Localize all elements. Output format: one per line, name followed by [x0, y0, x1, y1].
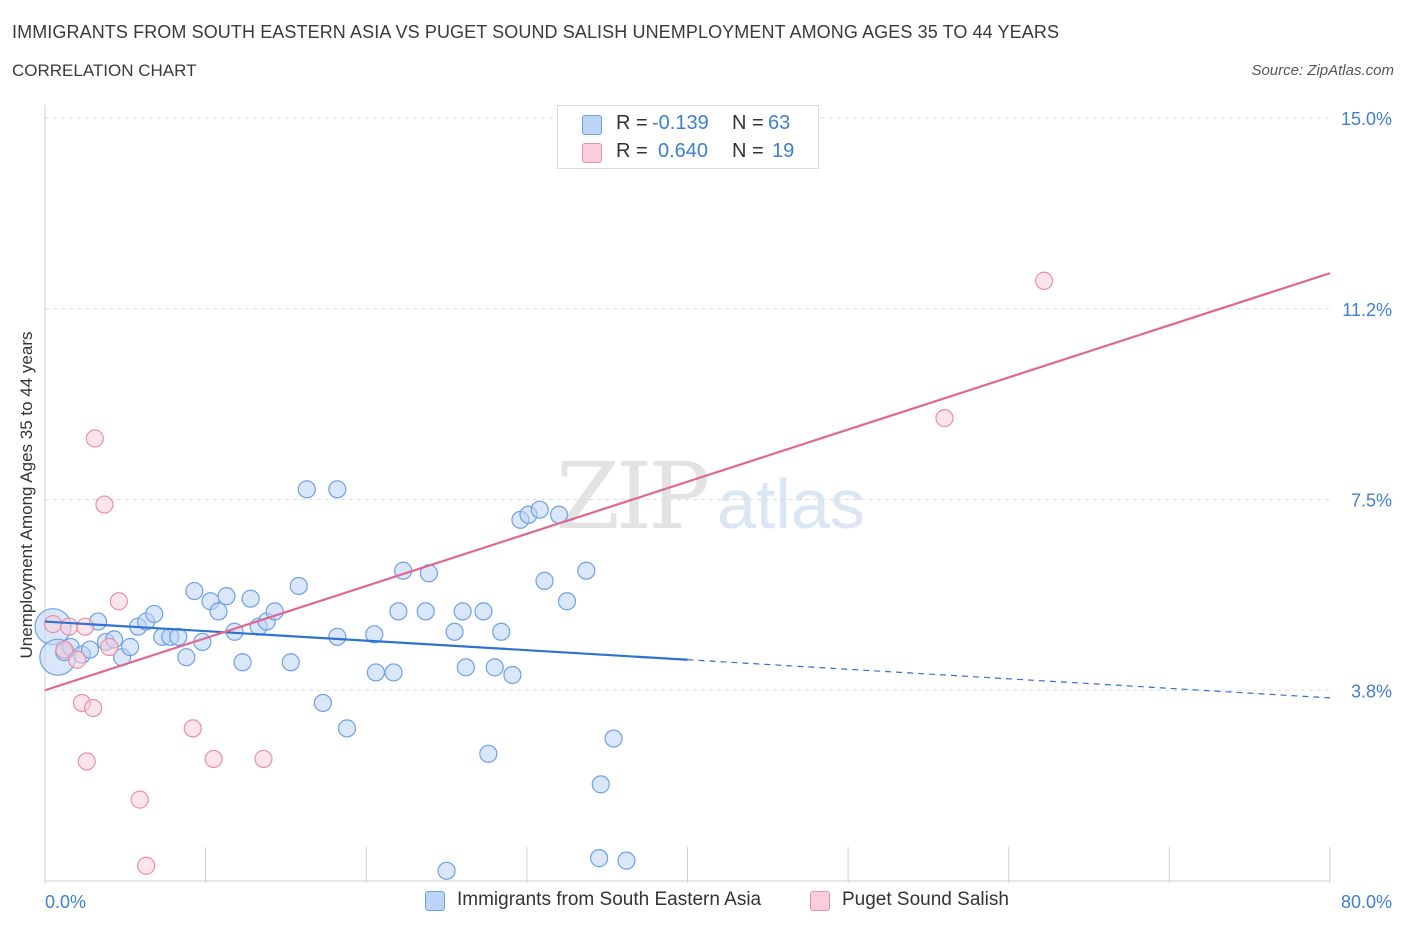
y-tick-label: 7.5%	[1351, 491, 1392, 511]
blue-point	[503, 665, 522, 685]
blue-point	[479, 744, 498, 763]
blue-point	[217, 587, 236, 606]
pink-point	[100, 637, 119, 657]
blue-point	[437, 861, 456, 880]
pink-point	[130, 790, 149, 809]
blue-point	[530, 500, 549, 519]
blue-point	[474, 602, 493, 621]
pink-point	[204, 749, 223, 769]
blue-point	[577, 561, 596, 580]
pink-point	[85, 429, 104, 448]
chart-source: Source: ZipAtlas.com	[1251, 62, 1394, 79]
blue-point	[456, 658, 475, 677]
pink-point	[43, 615, 63, 634]
blue-point	[328, 627, 347, 646]
blue-point	[485, 658, 504, 677]
pink-swatch-icon	[810, 891, 830, 911]
r-label: R =	[616, 112, 648, 134]
n-value: 63	[768, 112, 791, 134]
blue-point	[617, 851, 636, 870]
blue-point	[80, 640, 100, 659]
r-value: -0.139	[652, 112, 709, 134]
pink-point	[183, 719, 202, 738]
x-tick-label: 80.0%	[1341, 892, 1392, 912]
pink-point	[254, 749, 273, 769]
blue-trend-extension	[687, 659, 1331, 699]
series-legend: Immigrants from South Eastern Asia Puget…	[0, 889, 1406, 915]
x-tick-label: 0.0%	[45, 892, 86, 912]
blue-point	[313, 693, 332, 713]
y-axis-label: Unemployment Among Ages 35 to 44 years	[17, 331, 36, 659]
blue-point	[121, 637, 140, 657]
pink-point	[55, 640, 74, 659]
blue-point	[297, 480, 316, 499]
legend-label: Immigrants from South Eastern Asia	[457, 889, 762, 910]
n-label: N =	[732, 140, 764, 162]
pink-point	[59, 617, 79, 636]
blue-point	[604, 729, 623, 748]
pink-point	[1034, 271, 1054, 290]
legend-label: Puget Sound Salish	[842, 889, 1009, 910]
blue-point	[241, 589, 260, 608]
pink-point	[84, 698, 103, 718]
pink-point	[935, 409, 954, 428]
watermark-zip: ZIP	[556, 443, 707, 550]
r-value: 0.640	[658, 140, 709, 162]
blue-point	[591, 775, 610, 794]
pink-point	[109, 592, 128, 611]
chart-subtitle: CORRELATION CHART	[12, 61, 197, 80]
r-label: R =	[616, 140, 648, 162]
blue-point	[177, 648, 196, 667]
blue-swatch-icon	[582, 115, 602, 135]
y-tick-label: 11.2%	[1342, 300, 1392, 320]
blue-trend-line	[44, 620, 688, 661]
blue-point	[365, 625, 384, 644]
pink-point	[77, 752, 96, 771]
blue-point	[416, 602, 435, 621]
blue-point	[590, 849, 609, 868]
pink-point	[68, 650, 87, 669]
n-value: 19	[772, 140, 795, 162]
stats-legend: R = -0.139 N = 63 R = 0.640 N = 19	[557, 105, 819, 169]
blue-point	[535, 571, 554, 590]
pink-point	[76, 617, 95, 636]
blue-point	[289, 576, 308, 596]
pink-point	[95, 495, 114, 514]
blue-swatch-icon	[425, 891, 445, 911]
blue-point	[169, 627, 188, 646]
blue-point	[366, 663, 385, 682]
blue-point	[384, 663, 403, 682]
blue-point	[389, 602, 408, 621]
blue-point	[337, 719, 357, 738]
blue-point	[185, 581, 204, 601]
y-tick-label: 3.8%	[1351, 681, 1392, 701]
blue-point	[492, 622, 511, 641]
blue-point	[145, 604, 164, 624]
pink-swatch-icon	[582, 143, 602, 163]
y-tick-label: 15.0%	[1341, 109, 1392, 129]
blue-point	[328, 480, 347, 499]
blue-point	[445, 622, 464, 641]
blue-point	[265, 602, 284, 621]
watermark-atlas: atlas	[717, 465, 865, 543]
pink-trend-line	[44, 272, 1331, 692]
blue-point	[453, 602, 472, 621]
n-label: N =	[732, 112, 764, 134]
blue-point	[209, 602, 228, 621]
blue-point	[233, 653, 252, 672]
pink-point	[137, 856, 156, 875]
blue-point	[281, 653, 300, 672]
chart-title: IMMIGRANTS FROM SOUTH EASTERN ASIA VS PU…	[12, 22, 1060, 42]
blue-point	[557, 592, 577, 611]
